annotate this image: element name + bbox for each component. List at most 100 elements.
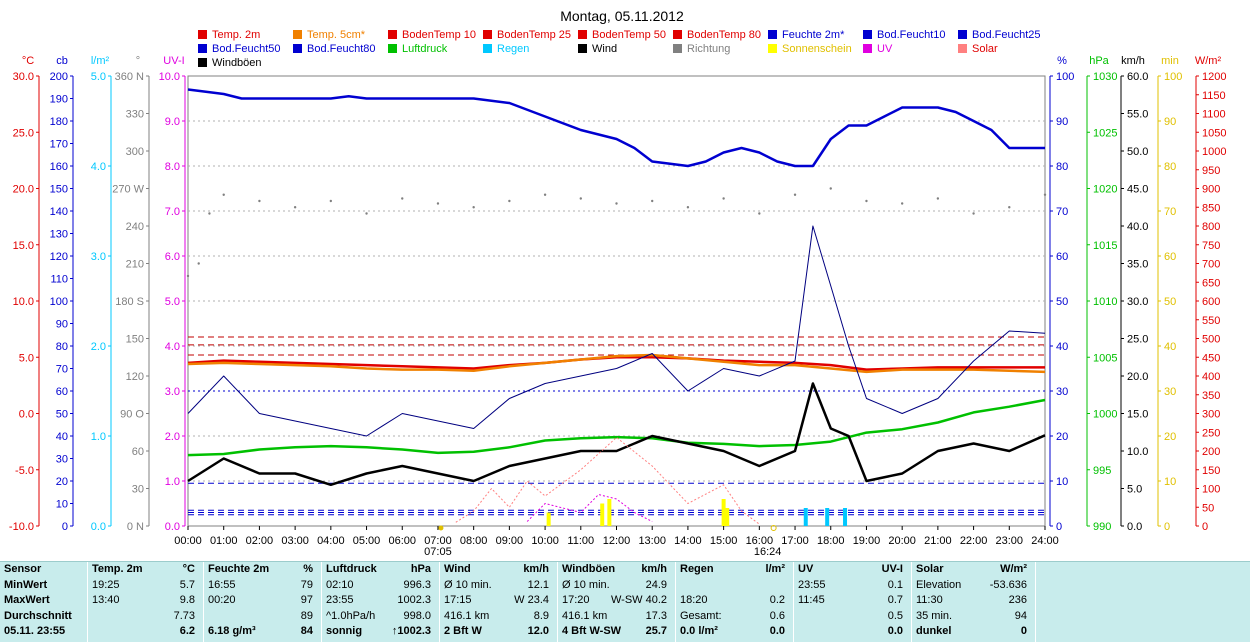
direction-point	[651, 199, 654, 203]
axis-unit-label: W/m²	[1195, 55, 1222, 67]
stats-cell-label: 18:20	[680, 594, 708, 606]
axis-tick-label: 15.0	[13, 240, 34, 252]
axis-tick-label: 60	[132, 446, 144, 458]
stats-cell-label: 416.1 km	[444, 609, 490, 622]
legend-label: BodenTemp 80	[687, 29, 761, 41]
axis-tick-label: 850	[1202, 202, 1220, 214]
axis-tick-label: 150	[126, 334, 144, 346]
axis-tick-label: 55.0	[1127, 109, 1148, 121]
legend-label: Temp. 2m	[212, 29, 260, 41]
axis-tick-label: 15.0	[1127, 409, 1148, 421]
axis-unit-label: UV-I	[163, 55, 184, 67]
axis-tick-label: 20	[1056, 431, 1068, 443]
row-label: 05.11. 23:55	[4, 625, 66, 637]
sunset-label: 16:24	[754, 546, 782, 558]
legend-swatch	[863, 44, 872, 53]
axis-tick-label: 1025	[1093, 127, 1117, 139]
axis-unit-label: l/m²	[91, 55, 110, 67]
axis-tick-label: 1010	[1093, 296, 1117, 308]
axis-tick-label: 150	[50, 184, 68, 196]
axis-tick-label: 170	[50, 139, 68, 151]
x-tick-label: 24:00	[1031, 535, 1059, 547]
direction-point	[686, 206, 690, 209]
axis-tick-label: 180	[50, 116, 68, 128]
legend-swatch	[483, 30, 492, 39]
axis-tick-label: 1200	[1202, 71, 1226, 83]
axis-tick-label: 5.0	[165, 296, 180, 308]
axis-tick-label: 1000	[1093, 409, 1117, 421]
sunrise-label: 07:05	[424, 546, 452, 558]
stats-row: ^1.0hPa/h 998.0	[326, 609, 435, 625]
direction-point	[222, 193, 225, 196]
x-tick-label: 15:00	[710, 535, 738, 547]
axis-tick-label: 1015	[1093, 240, 1117, 252]
axis-tick-label: 80	[1164, 161, 1176, 173]
axis-tick-label: 50.0	[1127, 146, 1148, 158]
legend-label: Luftdruck	[402, 43, 448, 55]
stats-column: Luftdruck hPa 02:10 996.3 23:55 1002.3 ^1.0hPa…	[322, 562, 440, 642]
direction-point	[436, 202, 440, 205]
stats-header-unit: W/m²	[1000, 563, 1027, 575]
axis-tick-label: 1005	[1093, 352, 1117, 364]
direction-point	[722, 197, 725, 200]
axis-tick-label: 500	[1202, 334, 1220, 346]
axis-tick-label: 0	[1056, 521, 1062, 533]
stats-cell-label: 11:30	[916, 594, 943, 606]
axis-tick-label: 200	[1202, 446, 1220, 458]
stats-header: UV UV-I	[798, 562, 907, 578]
axis-tick-label: 50	[1164, 296, 1176, 308]
direction-point	[186, 274, 190, 278]
stats-row: dunkel 0	[916, 624, 1031, 640]
axis-tick-label: 30	[1164, 386, 1176, 398]
stats-row: 19:25 5.7	[92, 578, 199, 594]
stats-cell-value: 12.0	[527, 625, 549, 637]
axis-tick-label: 40	[56, 431, 68, 443]
bar-mark	[607, 499, 612, 526]
stats-header: Regen l/m²	[680, 562, 789, 578]
stats-row: 02:10 996.3	[326, 578, 435, 594]
stats-header: Wind km/h	[444, 562, 553, 578]
legend-swatch	[198, 44, 207, 53]
axis-tick-label: 200	[50, 71, 68, 83]
bar-mark	[825, 508, 830, 526]
axis-tick-label: 120	[126, 371, 144, 383]
stats-cell-label: dunkel	[916, 625, 952, 637]
legend-swatch	[198, 30, 207, 39]
legend-swatch	[293, 44, 302, 53]
axis-tick-label: 10	[56, 499, 68, 511]
x-tick-label: 08:00	[460, 535, 488, 547]
axis-tick-label: 6.0	[165, 251, 180, 263]
x-tick-label: 13:00	[638, 535, 666, 547]
x-tick-label: 02:00	[246, 535, 274, 547]
axis-tick-label: 40	[1164, 341, 1176, 353]
sunrise-marker	[438, 525, 444, 531]
x-tick-label: 12:00	[603, 535, 631, 547]
x-tick-label: 09:00	[496, 535, 524, 547]
legend-label: Bod.Feucht50	[212, 43, 281, 55]
x-axis: 00:00 01:00 02:00 03:00 04:00 05:00 06:00 07:00…	[174, 525, 1059, 558]
axis-tick-label: 100	[1202, 484, 1220, 496]
row-label: Durchschnitt	[4, 609, 72, 622]
axis-tick-label: 0	[1164, 521, 1170, 533]
legend-swatch	[483, 44, 492, 53]
stats-row: 35 min. 94	[916, 609, 1031, 625]
stats-row: 0.5	[798, 609, 907, 625]
legend-label: Temp. 5cm*	[307, 29, 366, 41]
axis-unit-label: °	[136, 55, 140, 67]
stats-cell-value: 84	[300, 625, 313, 637]
legend-label: Bod.Feucht25	[972, 29, 1041, 41]
stats-row	[680, 578, 789, 594]
axis-unit-label: cb	[56, 55, 68, 67]
bar-mark	[803, 508, 808, 526]
stats-cell-label: ^1.0hPa/h	[326, 609, 376, 622]
axis-tick-label: 90	[1164, 116, 1176, 128]
stats-cell-label: 02:10	[326, 578, 354, 591]
series-line	[187, 382, 1046, 487]
axis-tick-label: 990	[1093, 521, 1111, 533]
stats-cell-label: 2 Bft W	[444, 625, 482, 637]
axis-tick-label: 400	[1202, 371, 1220, 383]
legend-swatch	[388, 30, 397, 39]
axis-tick-label: 45.0	[1127, 184, 1148, 196]
legend-label: Wind	[592, 43, 617, 55]
axis-tick-label: 1000	[1202, 146, 1226, 158]
